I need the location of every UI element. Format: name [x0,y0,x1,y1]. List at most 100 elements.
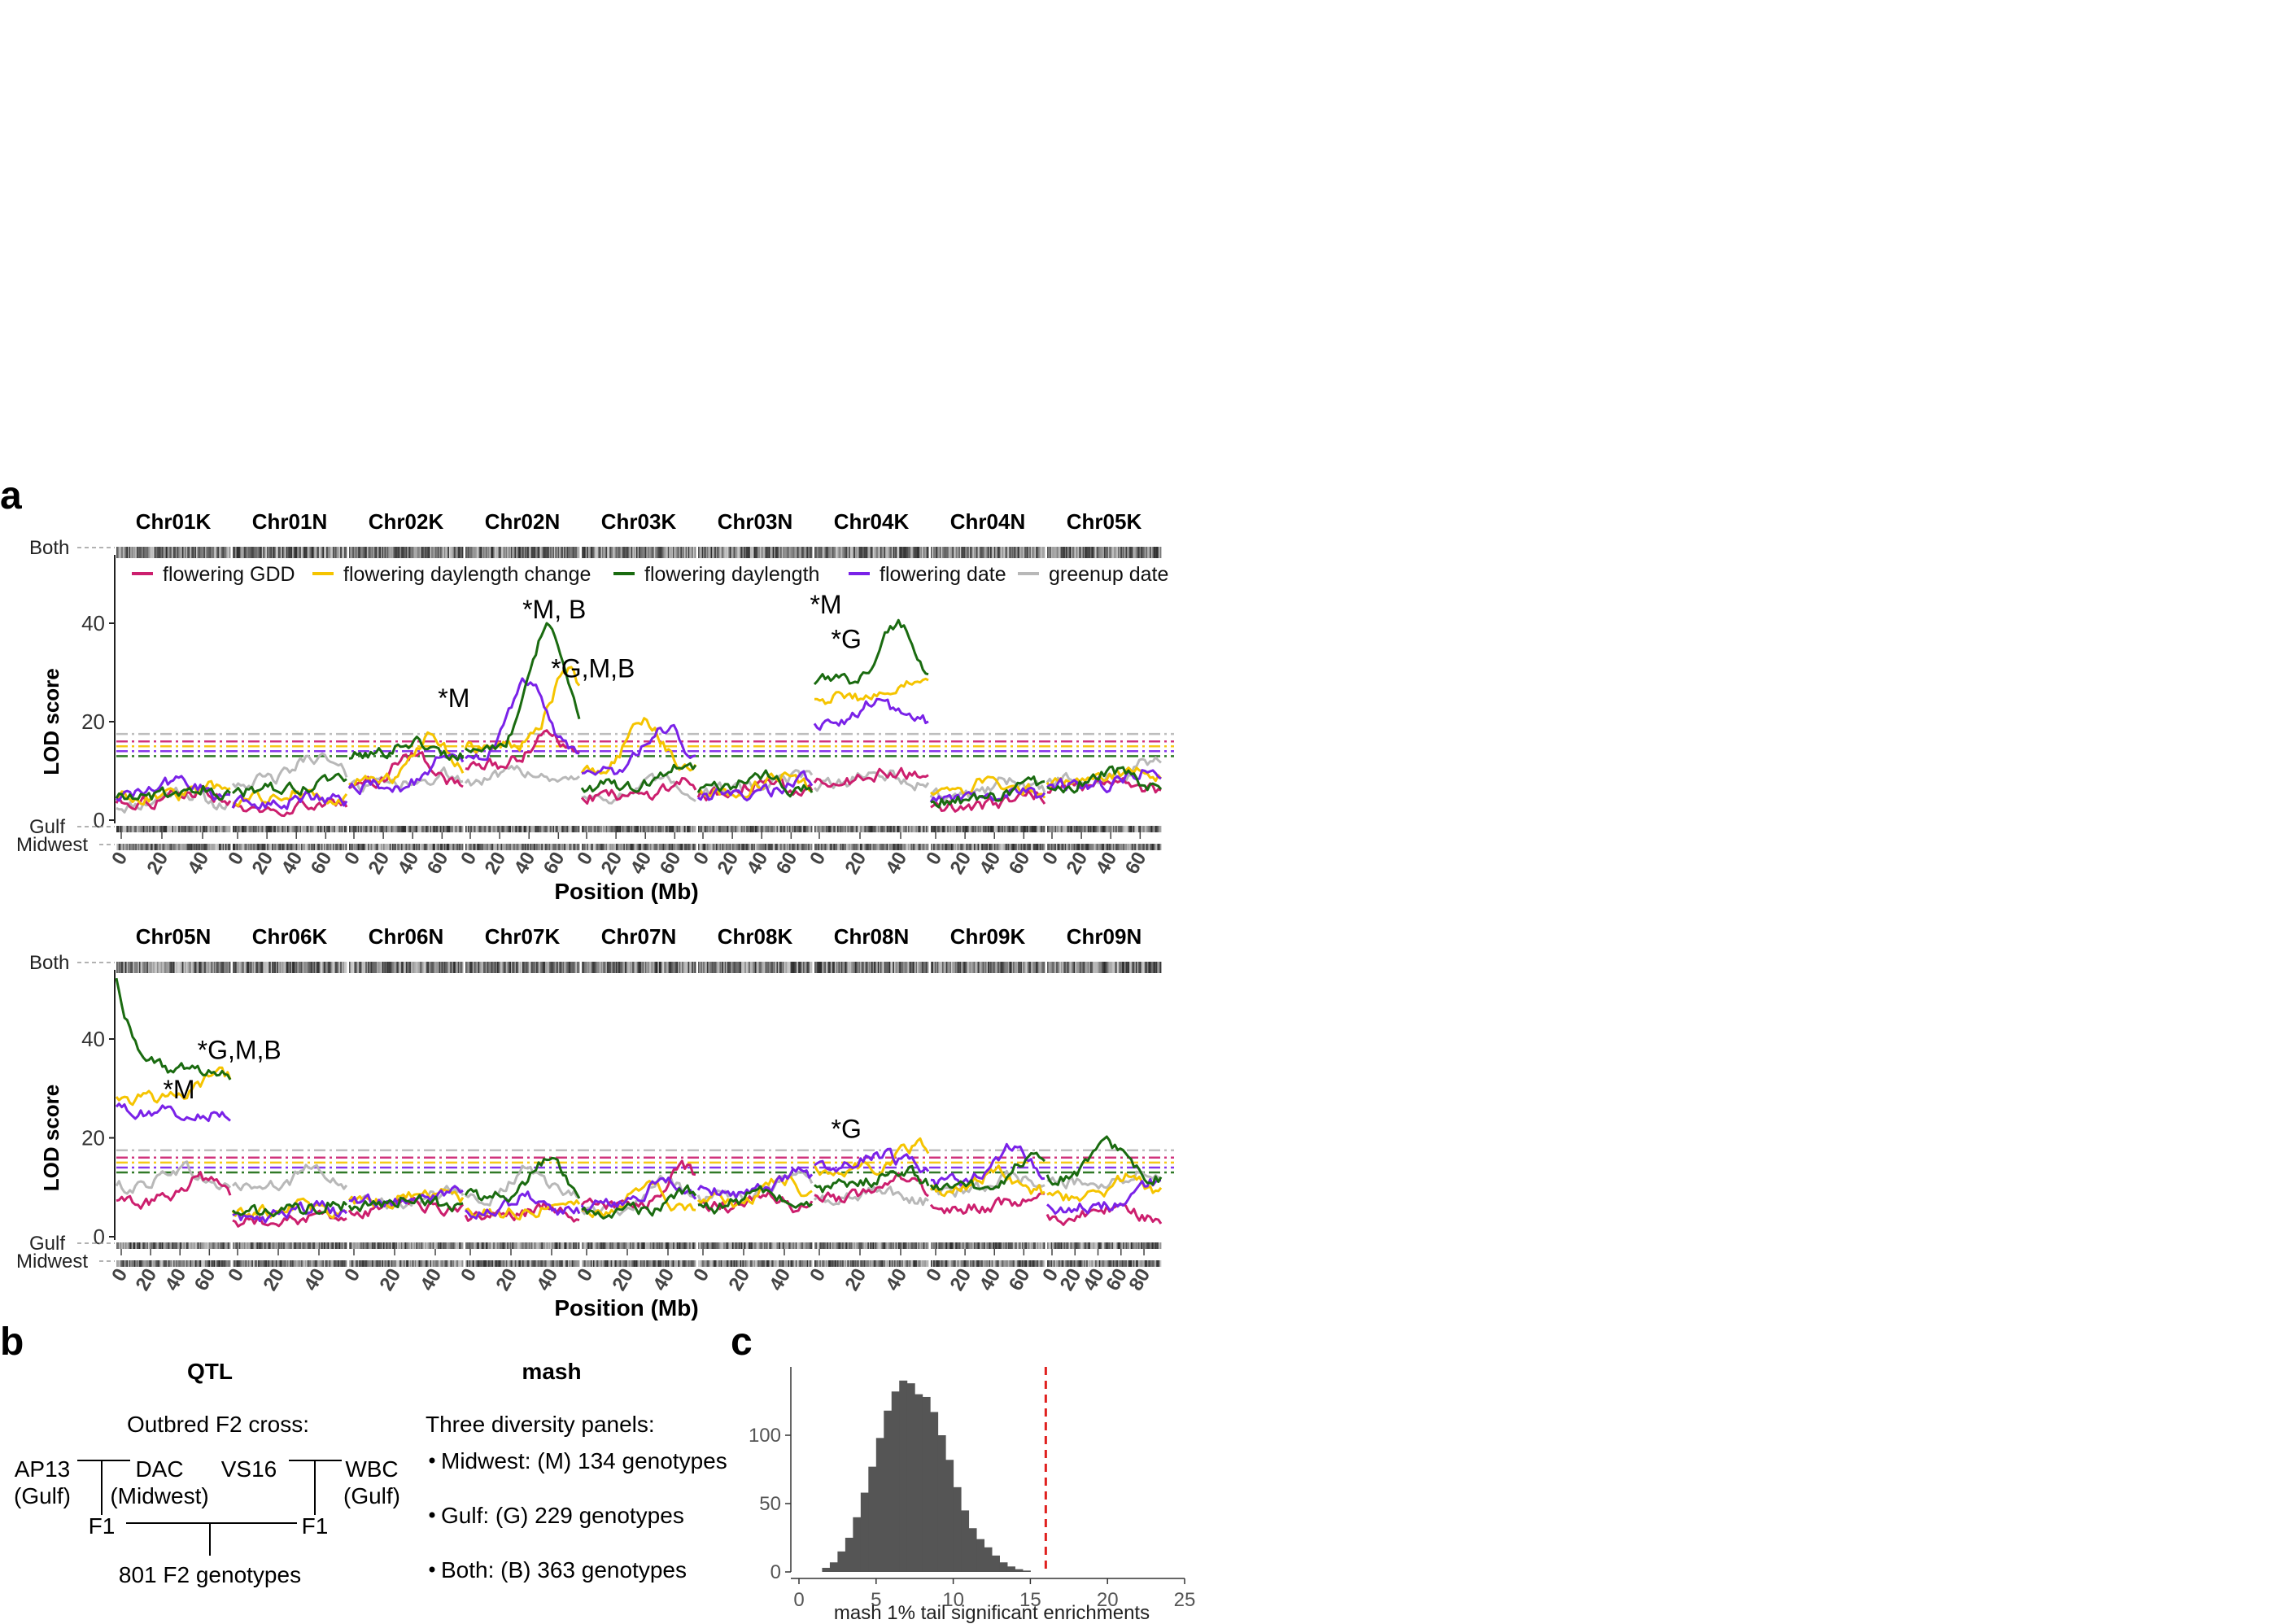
marker-tick [806,1260,809,1267]
marker-tick [388,547,391,558]
marker-tick [834,1260,836,1267]
marker-tick [183,826,186,832]
marker-tick [139,1260,141,1267]
marker-tick [976,962,978,973]
marker-tick [982,1260,984,1267]
marker-tick [795,844,797,850]
marker-tick [317,844,320,850]
marker-tick [954,844,957,850]
marker-tick [757,1242,760,1249]
marker-tick [273,1242,275,1249]
marker-tick [278,962,280,973]
lod-xtick-label: 40 [1092,849,1122,879]
marker-tick [1013,826,1015,832]
marker-tick [568,1260,570,1267]
lod-xtick-label: 40 [743,849,773,879]
marker-tick [911,962,914,973]
marker-tick [906,1242,909,1249]
marker-tick [1030,1260,1032,1267]
marker-tick [950,844,953,850]
marker-tick [1115,844,1117,850]
marker-tick [1024,844,1027,850]
marker-tick [1018,547,1020,558]
marker-tick [865,1260,867,1267]
marker-tick [1006,1260,1009,1267]
marker-tick [208,962,211,973]
marker-tick [1093,962,1096,973]
marker-tick [1050,547,1052,558]
marker-tick [904,844,906,850]
marker-tick [361,1242,364,1249]
marker-tick [906,844,909,850]
marker-tick [1047,826,1049,832]
marker-tick [879,826,881,832]
marker-tick [706,826,709,832]
marker-tick [569,1242,571,1249]
marker-tick [914,1260,916,1267]
marker-tick [760,962,762,973]
marker-tick [703,844,705,850]
marker-tick [692,844,695,850]
marker-tick [678,1260,680,1267]
marker-tick [242,844,245,850]
marker-tick [966,547,968,558]
marker-tick [661,844,663,850]
marker-tick [1067,1242,1069,1249]
marker-tick [823,844,825,850]
marker-tick [988,1242,989,1249]
marker-tick [144,1242,146,1249]
marker-tick [692,962,694,973]
marker-tick [849,962,852,973]
marker-tick [669,1242,671,1249]
marker-tick [145,962,147,973]
marker-tick [513,1260,516,1267]
marker-tick [958,1242,961,1249]
marker-tick [329,1242,331,1249]
marker-tick [897,962,899,973]
marker-tick [247,826,249,832]
marker-tick [934,1260,936,1267]
marker-tick [817,844,819,850]
marker-tick [650,962,652,973]
marker-tick [980,962,982,973]
marker-tick [530,962,533,973]
marker-tick [489,962,491,973]
lod-xtick-label: 0 [224,849,248,869]
marker-tick [1102,962,1105,973]
marker-tick [172,962,174,973]
marker-tick [1082,1242,1085,1249]
marker-tick [491,547,493,558]
marker-tick [622,1260,624,1267]
marker-tick [1041,826,1044,832]
marker-tick [801,826,802,832]
lod-xtick-label: 60 [1005,849,1035,879]
marker-tick [911,547,914,558]
marker-tick [897,1242,900,1249]
marker-tick [503,844,505,850]
lod-ytick-label: 0 [94,808,105,832]
marker-tick [156,547,159,558]
marker-tick [885,826,888,832]
marker-tick [1019,962,1021,973]
marker-tick [445,826,447,832]
marker-tick [425,962,427,973]
marker-tick [723,844,726,850]
marker-tick [500,826,503,832]
marker-tick [794,962,797,973]
marker-tick [685,547,688,558]
marker-tick [775,1260,777,1267]
marker-tick [943,547,945,558]
marker-tick [135,1260,138,1267]
marker-tick [712,844,714,850]
marker-tick [417,826,419,832]
marker-tick [452,547,455,558]
marker-tick [740,826,742,832]
marker-tick [609,547,612,558]
marker-tick [614,547,617,558]
marker-tick [729,962,731,973]
marker-tick [1137,826,1139,832]
marker-tick [432,547,434,558]
marker-tick [1036,844,1038,850]
marker-tick [981,962,984,973]
marker-tick [519,1260,522,1267]
